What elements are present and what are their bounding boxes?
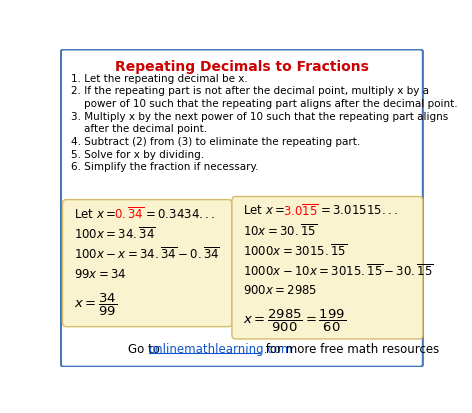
Text: $1000x-10x=3015.\overline{15}-30.\overline{15}$: $1000x-10x=3015.\overline{15}-30.\overli… (244, 262, 434, 278)
Text: $=0.3434...$: $=0.3434...$ (143, 207, 215, 221)
Text: 5. Solve for x by dividing.: 5. Solve for x by dividing. (71, 150, 204, 159)
FancyBboxPatch shape (232, 197, 423, 339)
Text: $900x=2985$: $900x=2985$ (244, 283, 318, 297)
Text: 3. Multiply x by the next power of 10 such that the repeating part aligns: 3. Multiply x by the next power of 10 su… (71, 112, 448, 121)
Text: onlinemathlearning.com: onlinemathlearning.com (149, 343, 293, 356)
Text: 4. Subtract (2) from (3) to eliminate the repeating part.: 4. Subtract (2) from (3) to eliminate th… (71, 137, 360, 147)
FancyBboxPatch shape (61, 50, 423, 367)
Text: $100x=34.\overline{34}$: $100x=34.\overline{34}$ (74, 226, 156, 242)
Text: $1000x=3015.\overline{15}$: $1000x=3015.\overline{15}$ (244, 242, 347, 258)
Text: power of 10 such that the repeating part aligns after the decimal point.: power of 10 such that the repeating part… (71, 99, 457, 109)
Text: 1. Let the repeating decimal be x.: 1. Let the repeating decimal be x. (71, 74, 248, 83)
Text: $x=\dfrac{34}{99}$: $x=\dfrac{34}{99}$ (74, 291, 118, 317)
Text: Let $x=$: Let $x=$ (74, 207, 116, 221)
Text: $0.\overline{34}$: $0.\overline{34}$ (114, 206, 144, 222)
FancyBboxPatch shape (62, 200, 232, 327)
Text: after the decimal point.: after the decimal point. (71, 124, 207, 134)
Text: Let $x=$: Let $x=$ (244, 204, 286, 216)
Text: 2. If the repeating part is not after the decimal point, multiply x by a: 2. If the repeating part is not after th… (71, 86, 429, 96)
Text: $3.0\overline{15}$: $3.0\overline{15}$ (284, 202, 319, 218)
Text: $99x=34$: $99x=34$ (74, 267, 126, 280)
Text: Go to: Go to (128, 343, 164, 356)
Text: $x=\dfrac{2985}{900}=\dfrac{199}{60}$: $x=\dfrac{2985}{900}=\dfrac{199}{60}$ (244, 307, 346, 333)
Text: for more free math resources: for more free math resources (262, 343, 439, 356)
Text: $=3.01515...$: $=3.01515...$ (318, 204, 398, 216)
Text: 6. Simplify the fraction if necessary.: 6. Simplify the fraction if necessary. (71, 162, 259, 172)
Text: $10x=30.\overline{15}$: $10x=30.\overline{15}$ (244, 222, 318, 238)
Text: $100x-x=34.\overline{34}-0.\overline{34}$: $100x-x=34.\overline{34}-0.\overline{34}… (74, 246, 220, 262)
Text: Repeating Decimals to Fractions: Repeating Decimals to Fractions (115, 60, 369, 74)
